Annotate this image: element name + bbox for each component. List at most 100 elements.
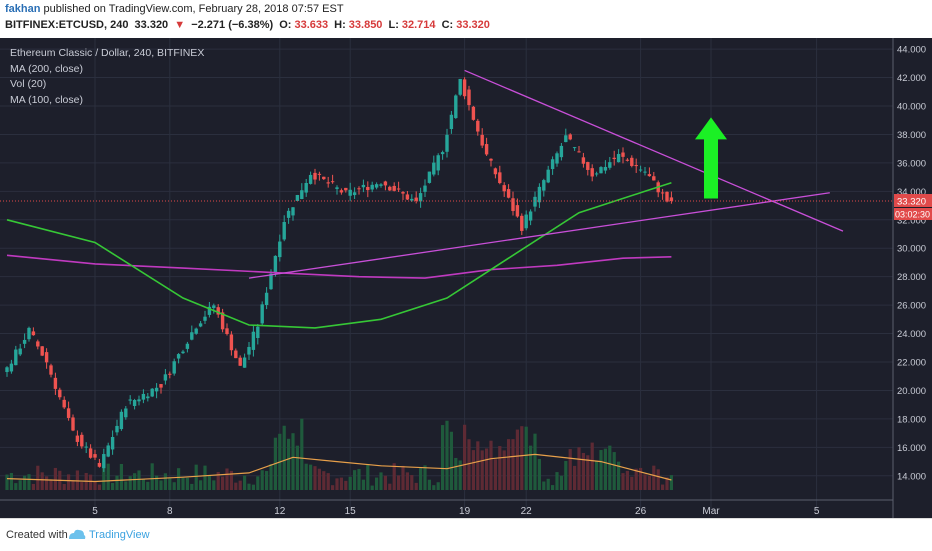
candle-body bbox=[97, 462, 102, 467]
volume-bar bbox=[282, 425, 286, 490]
footer: Created with TradingView bbox=[0, 518, 932, 551]
candle-body bbox=[36, 341, 40, 347]
candle-body bbox=[9, 363, 14, 372]
candle-body bbox=[220, 312, 225, 330]
volume-bar bbox=[14, 483, 18, 490]
volume-bar bbox=[489, 440, 493, 490]
candle-body bbox=[110, 436, 115, 450]
volume-bar bbox=[502, 450, 506, 490]
x-tick-label: Mar bbox=[702, 506, 720, 517]
volume-bar bbox=[97, 484, 101, 490]
volume-bar bbox=[401, 465, 405, 490]
legend-ma200[interactable]: MA (200, close) bbox=[10, 62, 83, 75]
volume-bar bbox=[669, 475, 673, 490]
volume-bar bbox=[608, 445, 612, 490]
volume-bar bbox=[388, 483, 392, 490]
indicator-legend: Ethereum Classic / Dollar, 240, BITFINEX… bbox=[10, 46, 204, 108]
candle-body bbox=[581, 157, 586, 164]
legend-volume[interactable]: Vol (20) bbox=[10, 78, 47, 90]
volume-bar bbox=[599, 450, 603, 490]
volume-bar bbox=[49, 479, 53, 490]
candle-body bbox=[256, 326, 260, 339]
candle-body bbox=[515, 205, 520, 217]
candle-body bbox=[128, 399, 132, 401]
tradingview-brand[interactable]: TradingView bbox=[89, 529, 150, 541]
candle-body bbox=[137, 399, 141, 402]
tradingview-logo-icon bbox=[69, 529, 86, 539]
volume-bar bbox=[216, 472, 220, 490]
candle-body bbox=[80, 434, 84, 447]
volume-bar bbox=[665, 477, 669, 490]
volume-bar bbox=[185, 477, 189, 490]
x-tick-label: 19 bbox=[459, 506, 471, 517]
y-tick-label: 18.000 bbox=[897, 414, 926, 425]
volume-bar bbox=[163, 473, 167, 490]
volume-bar bbox=[18, 480, 22, 490]
candle-body bbox=[322, 176, 326, 180]
volume-bar bbox=[93, 481, 97, 490]
candle-body bbox=[383, 181, 388, 186]
symbol-ohlc-line: BITFINEX:ETCUSD, 240 33.320 ▼ −2.271 (−6… bbox=[5, 19, 493, 31]
volume-bar bbox=[111, 482, 115, 490]
volume-bar bbox=[247, 483, 251, 490]
symbol-label: BITFINEX:ETCUSD, 240 bbox=[5, 19, 129, 31]
candle-body bbox=[361, 184, 366, 188]
volume-bar bbox=[427, 479, 431, 490]
volume-bar bbox=[652, 465, 656, 490]
volume-bar bbox=[480, 450, 484, 490]
candle-body bbox=[489, 158, 493, 161]
y-tick-label: 20.000 bbox=[897, 386, 926, 397]
candle-body bbox=[273, 255, 278, 273]
candle-body bbox=[370, 184, 374, 190]
volume-bar bbox=[383, 475, 387, 490]
candle-body bbox=[590, 168, 594, 177]
candle-body bbox=[172, 361, 176, 374]
candle-body bbox=[564, 135, 568, 143]
candle-body bbox=[234, 350, 238, 359]
volume-bar bbox=[295, 445, 299, 490]
author-link[interactable]: fakhan bbox=[5, 3, 41, 15]
last-price: 33.320 bbox=[134, 19, 169, 31]
volume-bar bbox=[590, 442, 594, 490]
volume-bar bbox=[436, 482, 440, 490]
candle-body bbox=[62, 399, 66, 408]
legend-ma100[interactable]: MA (100, close) bbox=[10, 93, 83, 106]
candle-body bbox=[542, 180, 546, 191]
candle-body bbox=[388, 186, 392, 191]
candle-body bbox=[449, 114, 454, 130]
candle-body bbox=[520, 215, 524, 231]
volume-bar bbox=[150, 463, 154, 490]
candle-body bbox=[366, 186, 370, 191]
y-tick-label: 44.000 bbox=[897, 45, 926, 56]
candle-body bbox=[159, 384, 163, 388]
candle-body bbox=[93, 454, 97, 458]
price-change: −2.271 (−6.38%) bbox=[191, 19, 274, 31]
y-tick-label: 36.000 bbox=[897, 158, 926, 169]
x-tick-label: 26 bbox=[635, 506, 647, 517]
volume-bar bbox=[621, 473, 625, 490]
volume-bar bbox=[71, 480, 75, 490]
volume-bar bbox=[291, 433, 295, 490]
volume-bar bbox=[533, 433, 537, 490]
y-tick-label: 42.000 bbox=[897, 73, 926, 84]
candle-body bbox=[260, 304, 264, 324]
candle-body bbox=[22, 339, 27, 344]
ma200-line bbox=[6, 254, 672, 279]
candle-body bbox=[440, 152, 445, 155]
down-arrow-icon: ▼ bbox=[174, 19, 186, 31]
volume-bar bbox=[507, 439, 511, 490]
ma100-line bbox=[6, 182, 672, 329]
candle-body bbox=[467, 89, 471, 106]
volume-bar bbox=[617, 461, 621, 490]
volume-bar bbox=[595, 460, 599, 490]
candle-body bbox=[352, 192, 357, 196]
volume-bar bbox=[80, 482, 84, 490]
candle-body bbox=[115, 425, 119, 433]
candle-body bbox=[40, 346, 44, 356]
volume-bar bbox=[445, 420, 449, 490]
volume-bar bbox=[207, 475, 211, 490]
candle-body bbox=[586, 162, 590, 170]
volume-bar bbox=[331, 485, 335, 490]
volume-bar bbox=[392, 463, 396, 490]
